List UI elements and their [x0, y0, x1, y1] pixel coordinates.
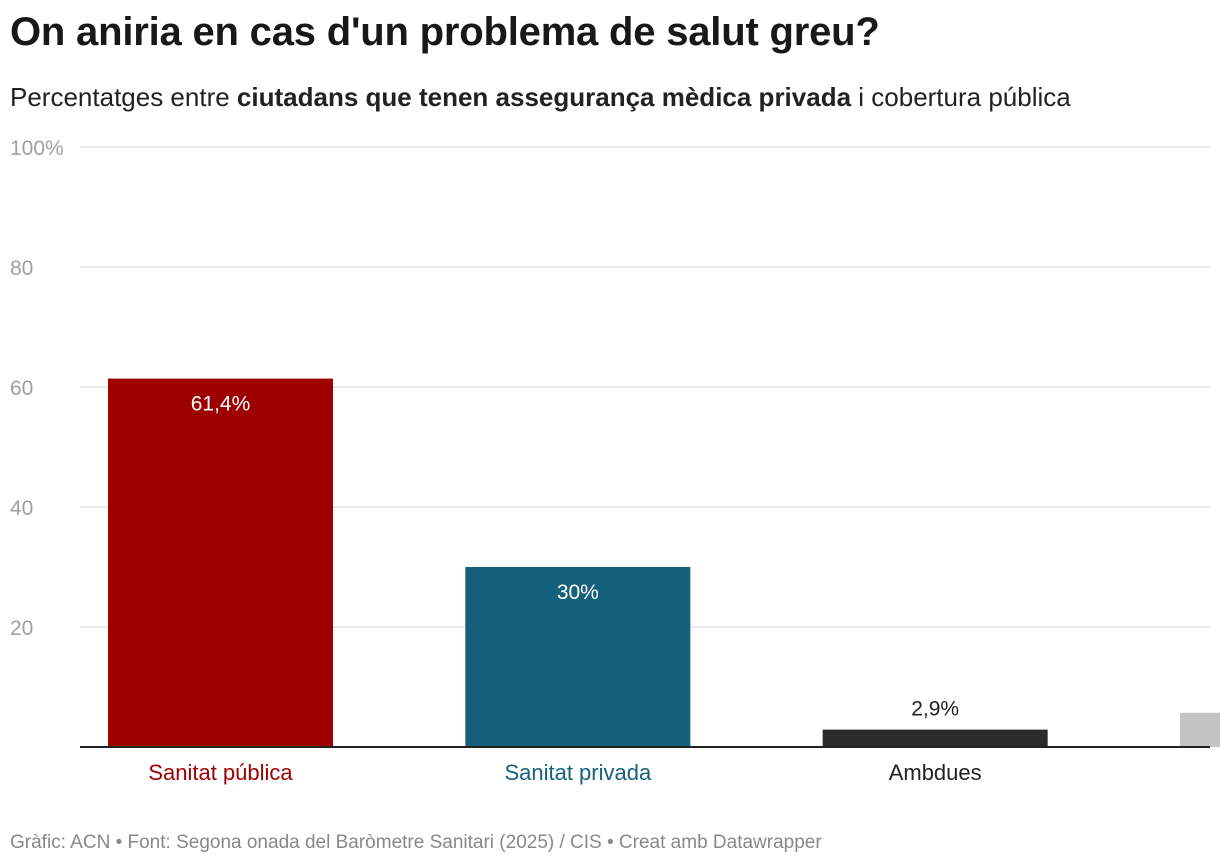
subtitle-text-bold: ciutadans que tenen assegurança mèdica p… — [236, 82, 852, 112]
data-label-1: 61,4% — [191, 393, 251, 416]
chart-title: On aniria en cas d'un problema de salut … — [10, 10, 880, 54]
y-tick-label-100: 100% — [10, 137, 64, 160]
subtitle-text-start: Percentatges entre — [10, 82, 237, 112]
x-tick-label-2: Sanitat privada — [504, 760, 652, 785]
chart-subtitle: Percentatges entre ciutadans que tenen a… — [10, 82, 1071, 113]
x-tick-label-1: Sanitat pública — [148, 760, 293, 785]
y-tick-label-80: 80 — [10, 257, 33, 280]
y-tick-label-20: 20 — [10, 617, 33, 640]
bar-2 — [465, 567, 691, 747]
bar-1 — [108, 378, 333, 747]
y-tick-label-60: 60 — [10, 377, 33, 400]
chart-footer: Gràfic: ACN • Font: Segona onada del Bar… — [10, 832, 822, 853]
bar-3 — [822, 729, 1048, 747]
x-tick-label-3: Ambdues — [889, 760, 982, 785]
bar-4 — [1180, 712, 1220, 747]
subtitle-text-end: i cobertura pública — [851, 82, 1071, 112]
data-label-2: 30% — [557, 581, 599, 604]
data-label-3: 2,9% — [911, 698, 959, 721]
y-tick-label-40: 40 — [10, 497, 33, 520]
